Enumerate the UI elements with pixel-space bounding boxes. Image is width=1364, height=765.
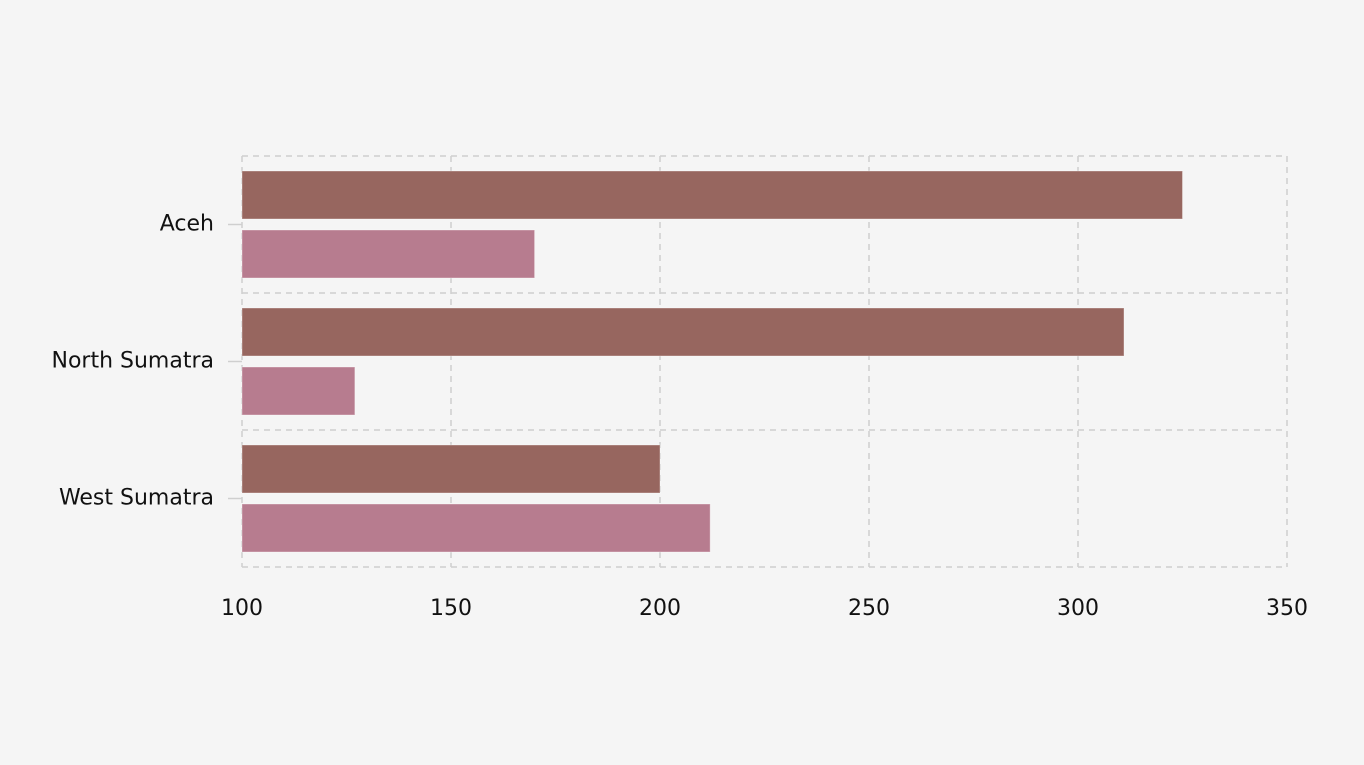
x-tick-label: 150 bbox=[430, 596, 472, 621]
bar-north-sumatra-series-1[interactable] bbox=[241, 307, 1125, 357]
bar-north-sumatra-series-2[interactable] bbox=[241, 366, 356, 416]
y-tick-label: Aceh bbox=[160, 212, 214, 237]
bar-west-sumatra-series-2[interactable] bbox=[241, 503, 711, 553]
x-tick-label: 350 bbox=[1266, 596, 1308, 621]
y-tick-label: West Sumatra bbox=[59, 486, 214, 511]
y-tick-label: North Sumatra bbox=[52, 349, 215, 374]
bar-west-sumatra-series-1[interactable] bbox=[241, 444, 661, 494]
x-tick-label: 200 bbox=[639, 596, 681, 621]
x-tick-label: 300 bbox=[1057, 596, 1099, 621]
x-tick-label: 100 bbox=[221, 596, 263, 621]
bar-aceh-series-1[interactable] bbox=[241, 170, 1183, 220]
x-tick-label: 250 bbox=[848, 596, 890, 621]
bar-aceh-series-2[interactable] bbox=[241, 229, 536, 279]
